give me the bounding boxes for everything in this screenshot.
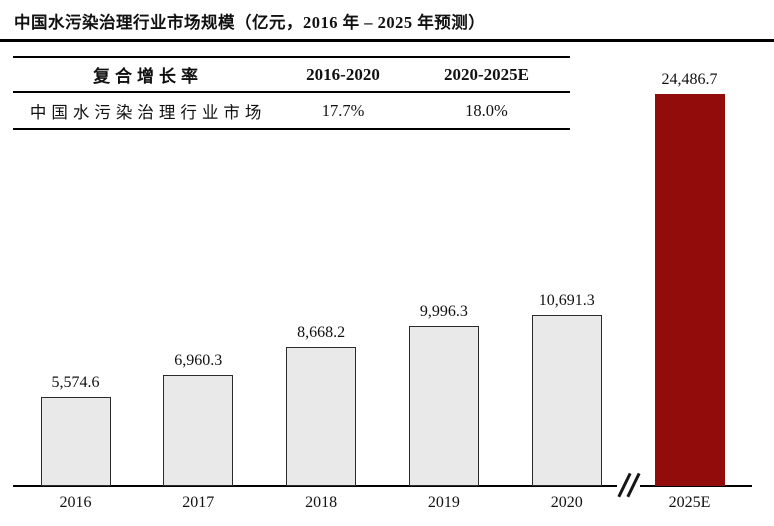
axis-break-icon: [615, 471, 647, 499]
bar-group-2017: 6,960.3: [143, 352, 253, 486]
bar-2020: [531, 315, 602, 486]
bar-group-2025E: 24,486.7: [635, 71, 745, 486]
x-tick-2020: 2020: [550, 494, 583, 511]
cagr-row-label: 中国水污染治理行业市场: [29, 102, 267, 122]
bar-value-label-2016: 5,574.6: [51, 374, 100, 391]
bar-group-2020: 10,691.3: [512, 292, 622, 486]
cagr-header-2016-2020: 2016-2020: [306, 64, 380, 84]
page-title: 中国水污染治理行业市场规模（亿元，2016 年 – 2025 年预测）: [14, 13, 486, 32]
x-tick-2019: 2019: [427, 494, 460, 511]
cagr-table-header-row: 复合增长率 2016-2020 2020-2025E: [13, 57, 570, 92]
bar-2019: [408, 326, 479, 486]
x-tick-2017: 2017: [182, 494, 215, 511]
bar-group-2019: 9,996.3: [389, 303, 499, 486]
x-axis-line: [13, 485, 752, 487]
cagr-table-data-row: 中国水污染治理行业市场 17.7% 18.0%: [13, 92, 570, 129]
bar-2025E: [654, 94, 725, 486]
cagr-value-2020-2025e: 18.0%: [465, 100, 508, 120]
bar-value-label-2018: 8,668.2: [297, 324, 346, 341]
bar-value-label-2020: 10,691.3: [538, 292, 595, 309]
bar-2017: [163, 375, 234, 486]
bar-value-label-2025E: 24,486.7: [661, 71, 718, 88]
title-underline: [0, 39, 774, 42]
x-tick-2016: 2016: [59, 494, 92, 511]
cagr-header-metric: 复合增长率: [93, 67, 204, 86]
x-tick-2025E: 2025E: [668, 494, 711, 511]
bar-value-label-2017: 6,960.3: [174, 352, 223, 369]
axis-break-gap: [617, 483, 640, 490]
cagr-value-2016-2020: 17.7%: [321, 100, 365, 120]
bar-2018: [286, 347, 357, 486]
bar-group-2018: 8,668.2: [266, 324, 376, 486]
bar-group-2016: 5,574.6: [21, 374, 131, 486]
cagr-header-2020-2025e: 2020-2025E: [443, 64, 529, 84]
bar-value-label-2019: 9,996.3: [419, 303, 468, 320]
x-tick-2018: 2018: [305, 494, 338, 511]
bar-2016: [40, 397, 111, 486]
cagr-table: 复合增长率 2016-2020 2020-2025E 中国水污染治理行业市场 1…: [13, 56, 570, 130]
